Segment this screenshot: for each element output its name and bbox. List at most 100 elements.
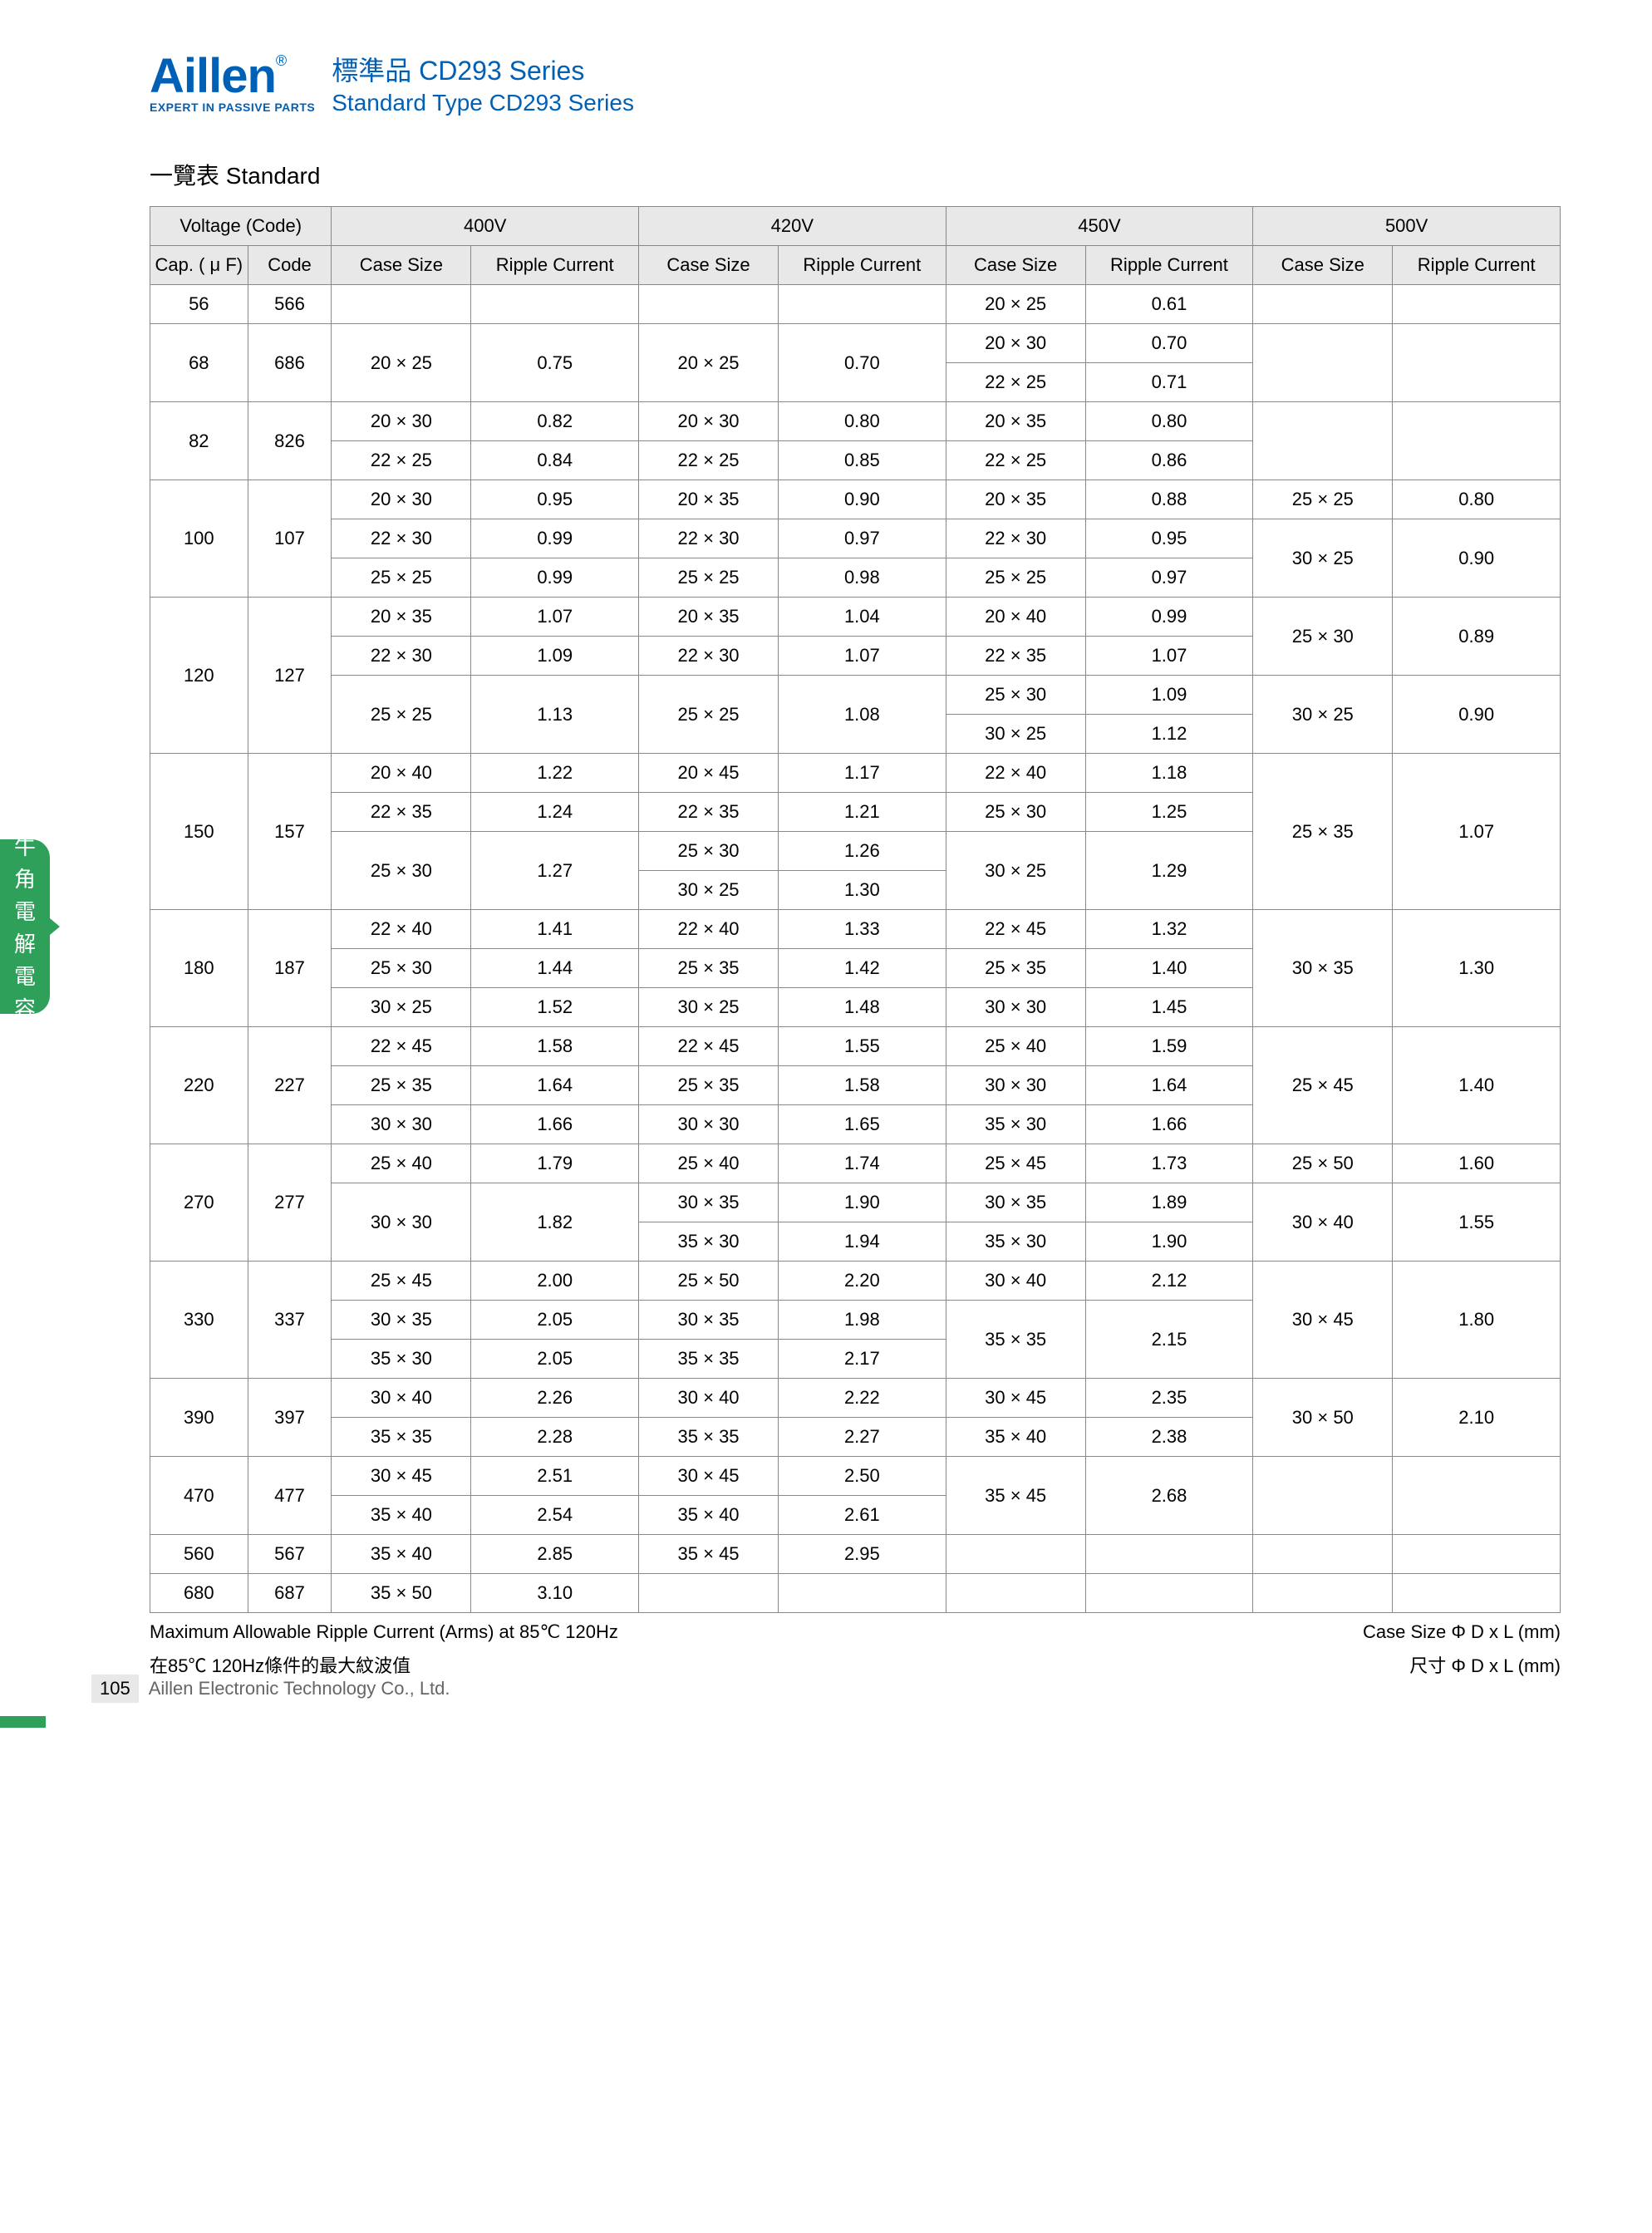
cell: 25 × 25 (946, 558, 1085, 598)
th-code: Code (248, 246, 332, 285)
cell: 20 × 25 (946, 285, 1085, 324)
cell: 30 × 45 (332, 1457, 471, 1496)
cell: 1.48 (779, 988, 946, 1027)
cell: 1.04 (779, 598, 946, 637)
company-name: Aillen Electronic Technology Co., Ltd. (149, 1678, 450, 1699)
cell: 1.82 (471, 1183, 639, 1262)
cell: 20 × 25 (639, 324, 779, 402)
cell: 30 × 30 (332, 1105, 471, 1144)
cell: 1.09 (1085, 676, 1253, 715)
cell: 1.55 (1393, 1183, 1561, 1262)
cell: 25 × 40 (639, 1144, 779, 1183)
cell: 22 × 30 (639, 637, 779, 676)
cell: 1.07 (779, 637, 946, 676)
cell: 0.70 (779, 324, 946, 402)
cell: 30 × 45 (946, 1379, 1085, 1418)
cell: 25 × 30 (332, 949, 471, 988)
cell: 0.90 (1393, 676, 1561, 754)
cell: 30 × 30 (332, 1183, 471, 1262)
cell: 20 × 35 (946, 402, 1085, 441)
cell: 826 (248, 402, 332, 480)
cell: 2.22 (779, 1379, 946, 1418)
side-tab-char: 電 (14, 960, 36, 991)
series-en: Standard Type CD293 Series (332, 90, 634, 116)
cell: 1.07 (471, 598, 639, 637)
cell: 35 × 30 (332, 1340, 471, 1379)
cell: 0.89 (1393, 598, 1561, 676)
cell: 25 × 25 (332, 676, 471, 754)
cell: 1.90 (779, 1183, 946, 1222)
cell: 2.00 (471, 1262, 639, 1301)
cell: 1.60 (1393, 1144, 1561, 1183)
cell: 1.58 (779, 1066, 946, 1105)
side-tab-char: 解 (14, 927, 36, 958)
cell: 30 × 35 (639, 1301, 779, 1340)
cell: 687 (248, 1574, 332, 1613)
cell: 25 × 40 (946, 1027, 1085, 1066)
cell: 25 × 45 (1253, 1027, 1393, 1144)
cell: 22 × 45 (639, 1027, 779, 1066)
logo: Aillen® EXPERT IN PASSIVE PARTS (150, 52, 315, 114)
footnote-right: 尺寸 Φ D x L (mm) (1409, 1651, 1561, 1678)
cell: 567 (248, 1535, 332, 1574)
cell: 1.41 (471, 910, 639, 949)
cell: 2.17 (779, 1340, 946, 1379)
cell: 270 (150, 1144, 248, 1262)
th-case: Case Size (332, 246, 471, 285)
series-title: 標準品 CD293 Series Standard Type CD293 Ser… (332, 50, 634, 116)
cell: 30 × 35 (1253, 910, 1393, 1027)
cell: 1.58 (471, 1027, 639, 1066)
cell: 1.44 (471, 949, 639, 988)
cell: 477 (248, 1457, 332, 1535)
cell: 30 × 40 (946, 1262, 1085, 1301)
side-tab-char: 電 (14, 895, 36, 926)
spec-table: Voltage (Code) 400V 420V 450V 500V Cap. … (150, 206, 1561, 1613)
cell: 150 (150, 754, 248, 910)
cell: 0.70 (1085, 324, 1253, 363)
cell: 2.12 (1085, 1262, 1253, 1301)
cell: 220 (150, 1027, 248, 1144)
th-400v: 400V (332, 207, 639, 246)
cell: 0.90 (1393, 519, 1561, 598)
cell: 30 × 40 (332, 1379, 471, 1418)
cell: 20 × 30 (332, 402, 471, 441)
side-tab-char: 牛 (14, 830, 36, 861)
th-ripple: Ripple Current (1393, 246, 1561, 285)
cell: 1.64 (471, 1066, 639, 1105)
cell: 30 × 25 (332, 988, 471, 1027)
cell: 1.13 (471, 676, 639, 754)
side-tab-char: 容 (14, 992, 36, 1023)
cell: 22 × 25 (946, 363, 1085, 402)
bottom-accent (0, 1716, 46, 1728)
cell: 1.25 (1085, 793, 1253, 832)
logo-name: Aillen (150, 49, 276, 103)
cell: 25 × 35 (1253, 754, 1393, 910)
th-voltage-code: Voltage (Code) (150, 207, 332, 246)
cell: 56 (150, 285, 248, 324)
cell: 0.97 (779, 519, 946, 558)
cell: 157 (248, 754, 332, 910)
cell: 1.90 (1085, 1222, 1253, 1262)
cell: 2.95 (779, 1535, 946, 1574)
cell: 0.82 (471, 402, 639, 441)
cell: 1.59 (1085, 1027, 1253, 1066)
cell: 2.50 (779, 1457, 946, 1496)
cell: 30 × 35 (332, 1301, 471, 1340)
footnote-right: Case Size Φ D x L (mm) (1363, 1621, 1561, 1643)
cell: 2.54 (471, 1496, 639, 1535)
cell: 25 × 50 (1253, 1144, 1393, 1183)
series-cn: 標準品 CD293 Series (332, 50, 634, 88)
cell: 686 (248, 324, 332, 402)
cell: 1.22 (471, 754, 639, 793)
cell: 1.40 (1393, 1027, 1561, 1144)
cell: 0.99 (471, 519, 639, 558)
page-number: 105 (91, 1675, 139, 1703)
cell: 0.85 (779, 441, 946, 480)
cell: 30 × 45 (639, 1457, 779, 1496)
cell: 35 × 35 (639, 1340, 779, 1379)
cell: 20 × 45 (639, 754, 779, 793)
cell: 1.80 (1393, 1262, 1561, 1379)
cell: 0.86 (1085, 441, 1253, 480)
cell: 25 × 45 (332, 1262, 471, 1301)
cell: 0.80 (779, 402, 946, 441)
